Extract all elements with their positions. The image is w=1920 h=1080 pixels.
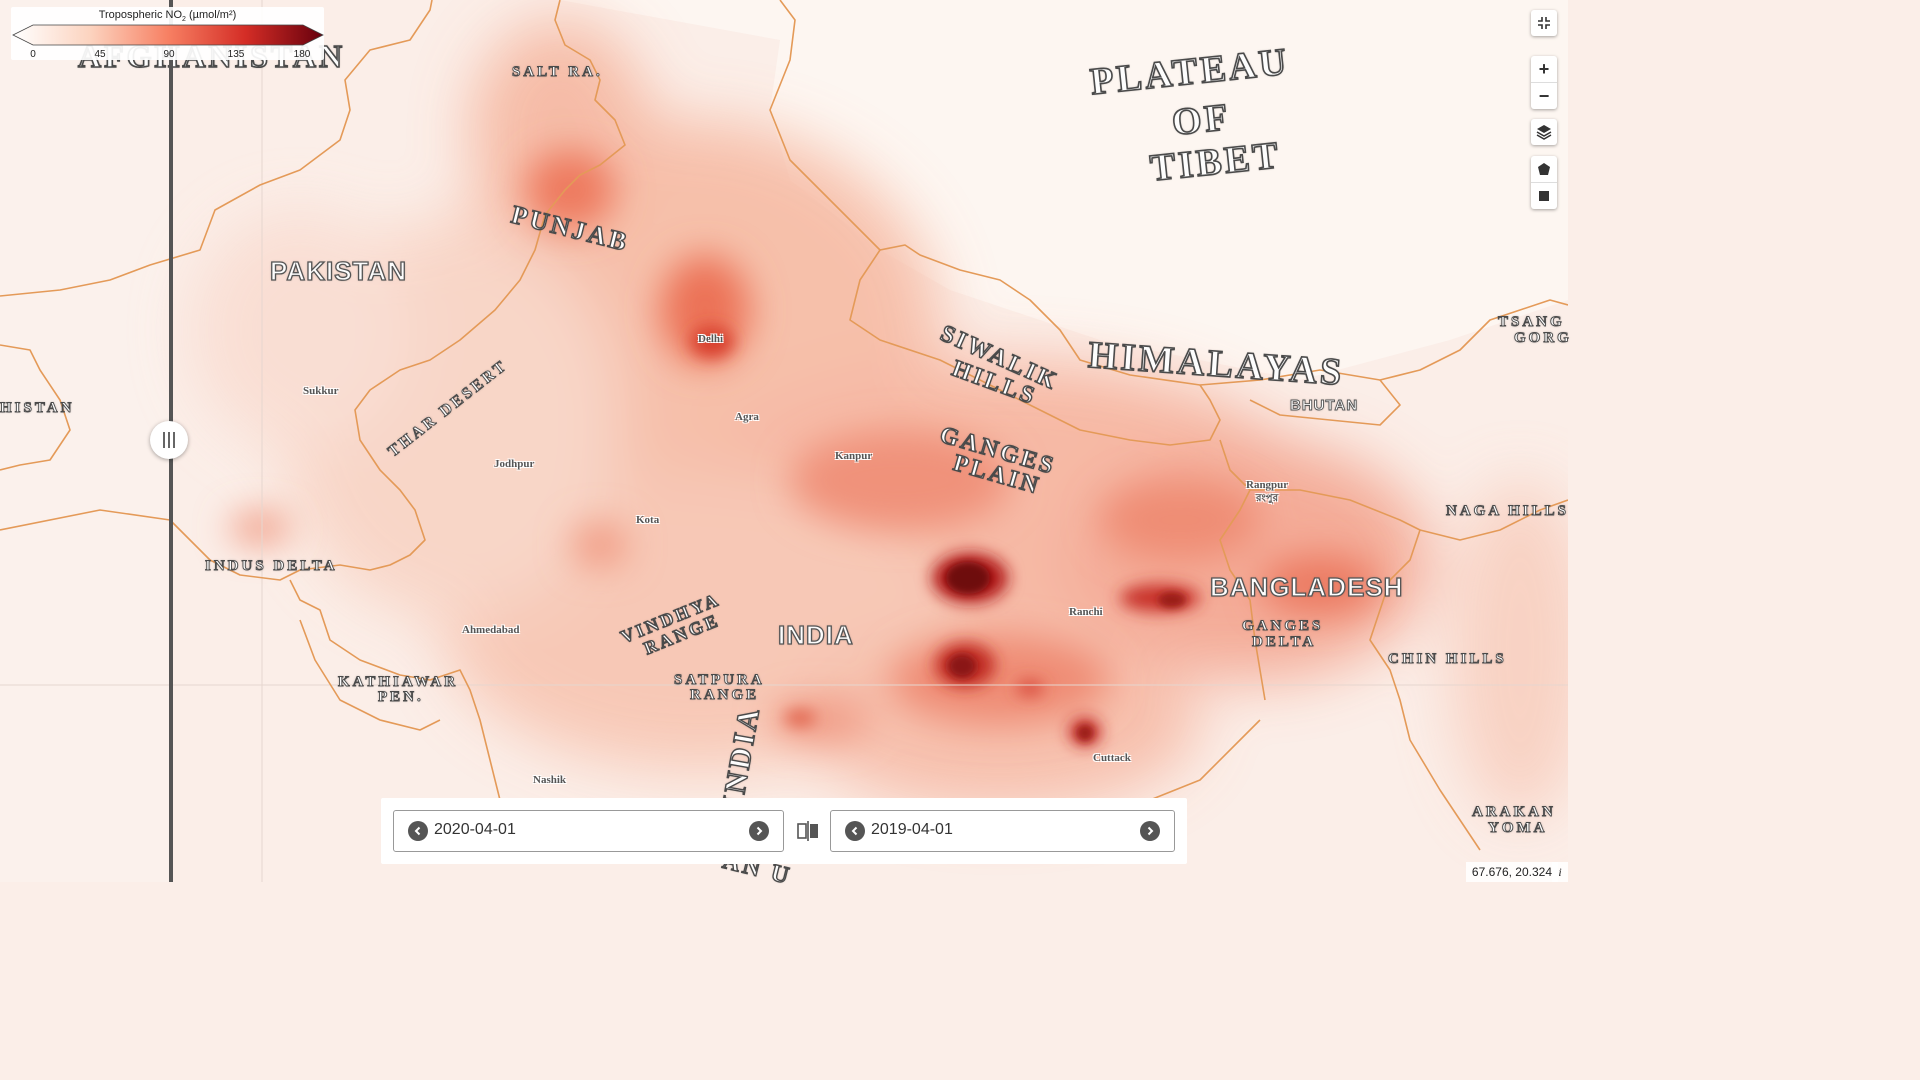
zoom-out-button[interactable]: −: [1538, 85, 1550, 106]
no2-legend: Tropospheric NO2 (µmol/m²) 0 45 90 135 1…: [11, 7, 324, 60]
fullscreen-control: [1531, 10, 1557, 36]
legend-tick: 180: [293, 49, 311, 60]
legend-tick: 45: [94, 49, 106, 60]
info-icon[interactable]: i: [1552, 862, 1568, 882]
chevron-left-icon: [851, 826, 858, 836]
fullscreen-exit-icon[interactable]: [1531, 10, 1557, 36]
layers-control: [1531, 119, 1557, 145]
next-date-button-right[interactable]: [1140, 821, 1160, 841]
legend-colorbar: [12, 24, 324, 46]
draw-control: [1531, 156, 1557, 209]
compare-swap-icon[interactable]: [797, 821, 819, 846]
left-date-value[interactable]: 2020-04-01: [434, 821, 516, 838]
right-date-selector[interactable]: 2019-04-01: [830, 810, 1175, 852]
legend-title: Tropospheric NO2 (µmol/m²): [98, 9, 237, 24]
zoom-control: + −: [1531, 56, 1557, 109]
grip-bar: [173, 432, 175, 448]
chevron-right-icon: [1147, 826, 1154, 836]
legend-tick: 135: [227, 49, 245, 60]
zoom-in-button[interactable]: +: [1531, 56, 1557, 83]
next-date-button-left[interactable]: [749, 821, 769, 841]
grip-bar: [163, 432, 165, 448]
swipe-handle[interactable]: [150, 421, 188, 459]
cursor-coordinates: 67.676, 20.324: [1465, 862, 1558, 882]
legend-tick: 90: [163, 49, 175, 60]
prev-date-button-right[interactable]: [845, 821, 865, 841]
rectangle-draw-icon[interactable]: [1531, 183, 1557, 209]
map-canvas[interactable]: [0, 0, 1568, 882]
layers-icon[interactable]: [1531, 119, 1557, 145]
legend-tick: 0: [30, 49, 36, 60]
left-date-selector[interactable]: 2020-04-01: [393, 810, 784, 852]
grip-bar: [168, 432, 170, 448]
polygon-draw-icon[interactable]: [1531, 156, 1557, 183]
chevron-left-icon: [414, 826, 421, 836]
prev-date-button-left[interactable]: [408, 821, 428, 841]
chevron-right-icon: [756, 826, 763, 836]
right-date-value[interactable]: 2019-04-01: [871, 821, 953, 838]
date-compare-bar: 2020-04-01 2019-04-01: [381, 798, 1187, 864]
